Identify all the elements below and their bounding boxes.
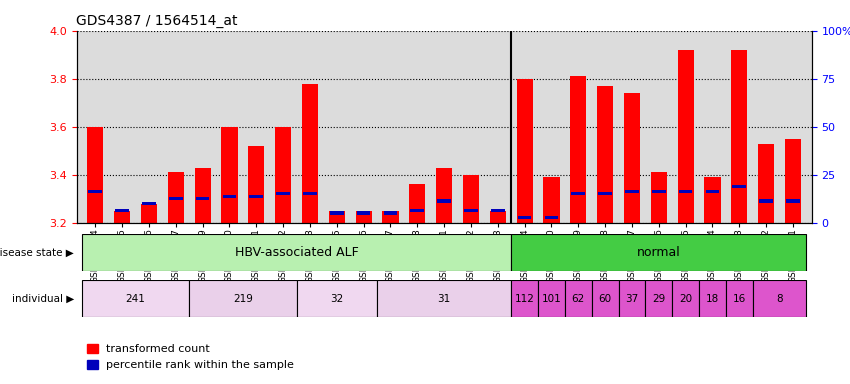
Bar: [758, 144, 774, 223]
Bar: [88, 190, 102, 193]
Bar: [652, 190, 666, 193]
Bar: [377, 280, 511, 317]
Bar: [330, 212, 343, 215]
Bar: [329, 211, 345, 223]
Text: 37: 37: [626, 293, 638, 304]
Bar: [141, 204, 157, 223]
Bar: [88, 127, 104, 223]
Text: 29: 29: [652, 293, 666, 304]
Bar: [679, 190, 693, 193]
Bar: [511, 234, 807, 271]
Bar: [383, 212, 397, 215]
Bar: [672, 280, 699, 317]
Bar: [297, 280, 377, 317]
Text: 8: 8: [776, 293, 783, 304]
Text: 219: 219: [233, 293, 252, 304]
Text: 18: 18: [706, 293, 719, 304]
Bar: [82, 280, 190, 317]
Bar: [759, 199, 773, 202]
Bar: [753, 280, 807, 317]
Text: 60: 60: [598, 293, 612, 304]
Bar: [142, 202, 156, 205]
Bar: [571, 192, 585, 195]
Bar: [116, 209, 129, 212]
Bar: [167, 172, 184, 223]
Bar: [221, 127, 237, 223]
Bar: [785, 139, 801, 223]
Bar: [645, 280, 672, 317]
Bar: [731, 50, 747, 223]
Bar: [565, 280, 592, 317]
Bar: [437, 199, 451, 202]
Bar: [538, 280, 565, 317]
Text: individual ▶: individual ▶: [12, 293, 74, 304]
Bar: [545, 216, 558, 219]
Bar: [249, 195, 264, 198]
Bar: [357, 212, 371, 215]
Bar: [463, 175, 479, 223]
Bar: [302, 84, 318, 223]
Bar: [624, 93, 640, 223]
Bar: [114, 211, 130, 223]
Bar: [597, 86, 613, 223]
Text: 32: 32: [330, 293, 343, 304]
Bar: [511, 280, 538, 317]
Text: 20: 20: [679, 293, 692, 304]
Bar: [726, 280, 753, 317]
Bar: [491, 209, 505, 212]
Bar: [592, 280, 619, 317]
Bar: [786, 199, 800, 202]
Text: 112: 112: [515, 293, 535, 304]
Bar: [436, 167, 452, 223]
Bar: [190, 280, 297, 317]
Bar: [570, 76, 586, 223]
Bar: [409, 184, 425, 223]
Bar: [543, 177, 559, 223]
Bar: [733, 185, 746, 188]
Bar: [464, 209, 478, 212]
Text: 62: 62: [572, 293, 585, 304]
Bar: [699, 280, 726, 317]
Bar: [490, 211, 506, 223]
Bar: [248, 146, 264, 223]
Text: disease state ▶: disease state ▶: [0, 247, 74, 258]
Bar: [223, 195, 236, 198]
Legend: transformed count, percentile rank within the sample: transformed count, percentile rank withi…: [82, 340, 299, 375]
Bar: [518, 216, 531, 219]
Bar: [705, 177, 721, 223]
Bar: [355, 211, 371, 223]
Bar: [651, 172, 667, 223]
Bar: [169, 197, 183, 200]
Bar: [82, 234, 511, 271]
Text: GDS4387 / 1564514_at: GDS4387 / 1564514_at: [76, 14, 238, 28]
Bar: [619, 280, 645, 317]
Text: 241: 241: [126, 293, 145, 304]
Bar: [677, 50, 694, 223]
Text: 16: 16: [733, 293, 746, 304]
Bar: [382, 211, 399, 223]
Bar: [276, 192, 290, 195]
Bar: [303, 192, 317, 195]
Bar: [598, 192, 612, 195]
Text: 101: 101: [541, 293, 561, 304]
Bar: [275, 127, 292, 223]
Text: 31: 31: [438, 293, 450, 304]
Bar: [196, 197, 209, 200]
Bar: [411, 209, 424, 212]
Bar: [517, 79, 533, 223]
Text: HBV-associated ALF: HBV-associated ALF: [235, 246, 359, 259]
Text: normal: normal: [637, 246, 681, 259]
Bar: [706, 190, 719, 193]
Bar: [195, 167, 211, 223]
Bar: [625, 190, 639, 193]
